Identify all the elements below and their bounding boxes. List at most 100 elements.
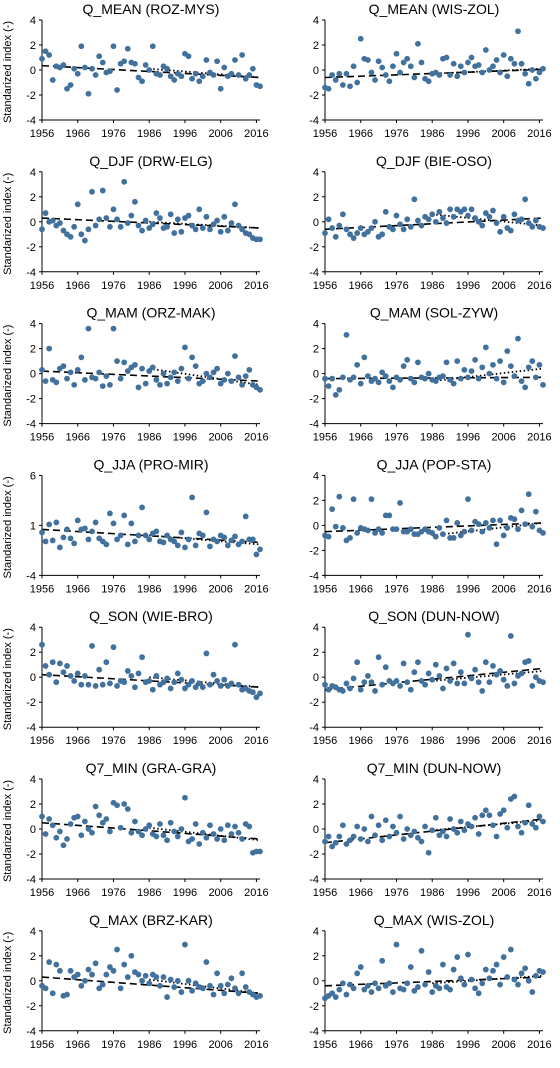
data-point [364, 838, 371, 845]
data-point [397, 500, 403, 506]
trend-line-dotted [432, 974, 544, 985]
data-point [171, 77, 178, 83]
x-tick-label: 1976 [384, 128, 408, 140]
chart-title: Q_DJF (DRW-ELG) [89, 153, 212, 169]
x-tick-label: 1956 [30, 432, 54, 444]
data-point [454, 680, 461, 687]
x-tick-label: 2016 [244, 432, 268, 444]
trend-line-dotted [432, 670, 544, 682]
data-point [457, 63, 464, 70]
x-tick-label: 2006 [208, 735, 232, 747]
data-point [507, 363, 514, 369]
y-tick-label: -4 [309, 267, 319, 279]
x-tick-label: 1986 [137, 887, 161, 899]
x-tick-label: 1996 [173, 128, 197, 140]
data-point [149, 686, 156, 693]
data-point [447, 206, 453, 213]
data-point [418, 838, 425, 845]
data-point [343, 991, 350, 998]
data-point [350, 235, 357, 241]
data-point [124, 220, 131, 226]
data-point [142, 972, 149, 979]
data-point [407, 63, 414, 70]
data-point [515, 526, 521, 533]
data-point [46, 345, 53, 352]
data-point [364, 373, 371, 379]
data-point [486, 213, 493, 220]
data-point [167, 211, 174, 218]
data-point [465, 59, 471, 66]
x-tick-label: 1996 [456, 280, 480, 292]
data-point [336, 493, 343, 500]
data-point [486, 370, 493, 377]
data-point [375, 985, 382, 992]
data-point [110, 967, 117, 974]
data-point [174, 670, 181, 677]
data-point [422, 681, 428, 688]
data-point [511, 976, 518, 983]
data-point [60, 227, 67, 234]
chart-panel-6: Q_MAM (SOL-ZYW) -4 -2 0 2 4 1956 1966 1976 1986 19… [309, 305, 551, 444]
data-point [178, 365, 185, 372]
data-point [336, 222, 343, 229]
data-point [532, 217, 539, 224]
data-point [429, 989, 436, 995]
x-tick-label: 1956 [313, 432, 337, 444]
x-tick-label: 1996 [456, 1039, 480, 1051]
data-point [182, 544, 188, 551]
y-tick-label: 0 [30, 976, 36, 988]
data-point [99, 981, 106, 988]
data-point [217, 380, 224, 387]
y-axis-label: Standarized index (-) [2, 780, 14, 882]
y-tick-label: 4 [30, 622, 36, 634]
data-point [164, 380, 170, 387]
data-point [99, 819, 106, 826]
data-point [461, 366, 468, 373]
data-point [450, 60, 457, 67]
data-point [235, 681, 242, 688]
data-point [67, 673, 74, 679]
data-point [422, 823, 428, 830]
x-tick-label: 1956 [30, 1039, 54, 1051]
data-point [96, 216, 103, 223]
data-point [529, 358, 536, 364]
data-point [347, 981, 353, 988]
y-tick-label: -4 [26, 1026, 36, 1038]
data-point [232, 641, 238, 648]
data-point [529, 821, 536, 827]
data-point [461, 981, 468, 988]
data-point [210, 991, 217, 998]
data-point [339, 822, 346, 829]
data-point [46, 671, 53, 678]
data-point [404, 55, 411, 62]
data-point [60, 669, 67, 676]
x-tick-label: 2016 [527, 583, 551, 595]
y-tick-label: 2 [30, 647, 36, 659]
data-point [139, 504, 145, 511]
data-point [339, 82, 346, 88]
x-tick-label: 2006 [491, 583, 515, 595]
data-point [479, 364, 486, 371]
x-tick-label: 1986 [137, 583, 161, 595]
data-point [482, 659, 489, 666]
data-point [121, 512, 128, 519]
data-point [361, 826, 368, 832]
data-point [199, 225, 206, 231]
data-point [450, 380, 457, 387]
data-point [246, 72, 253, 78]
data-point [400, 363, 407, 369]
x-tick-label: 1996 [173, 1039, 197, 1051]
data-point [192, 821, 199, 827]
data-point [540, 818, 546, 825]
data-point [329, 990, 336, 997]
data-point [71, 65, 78, 72]
data-point [107, 828, 113, 835]
y-tick-label: 4 [30, 926, 36, 938]
x-tick-label: 1966 [65, 583, 89, 595]
data-point [440, 531, 446, 538]
data-point [96, 369, 103, 376]
data-point [139, 365, 145, 372]
data-point [49, 990, 56, 997]
data-point [454, 954, 461, 960]
data-point [400, 660, 407, 667]
